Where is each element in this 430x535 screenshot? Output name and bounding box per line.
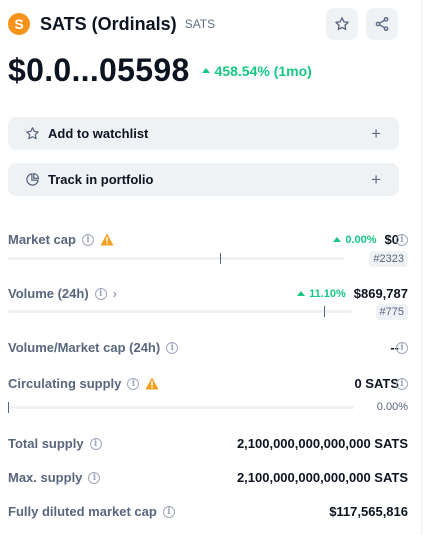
price-row: $0.0...05598 458.54% (1mo) [8, 52, 312, 89]
share-button[interactable] [366, 8, 398, 40]
price-change-value: 458.54% (1mo) [214, 62, 312, 79]
circulating-supply-bar [8, 402, 354, 413]
add-to-watchlist-button[interactable]: Add to watchlist + [8, 117, 399, 150]
info-icon[interactable]: i [396, 234, 408, 246]
vol-mcap-value-text: -- [390, 340, 399, 355]
info-icon[interactable]: i [89, 437, 102, 450]
volume-value-group: 11.10% $869,787 [297, 286, 408, 301]
fdmc-value-text: $117,565,816 [329, 504, 408, 519]
market-cap-label-text: Market cap [8, 232, 76, 247]
volume-change-value: 11.10% [309, 287, 346, 300]
coin-symbol: SATS [184, 17, 216, 31]
volume-rank-bar [8, 306, 352, 317]
max-supply-value-text: 2,100,000,000,000,000 SATS [236, 470, 408, 485]
chevron-right-icon[interactable]: › [112, 286, 118, 301]
track-in-portfolio-label: Track in portfolio [48, 172, 154, 187]
fdmc-label: Fully diluted market cap i [8, 504, 175, 519]
vol-mcap-value: -- [390, 340, 399, 355]
total-supply-value: 2,100,000,000,000,000 SATS [237, 436, 408, 451]
volume-label: Volume (24h) i › [8, 286, 117, 301]
volume-change: 11.10% [297, 288, 346, 300]
market-cap-label: Market cap i [8, 232, 114, 247]
total-supply-label-text: Total supply [8, 436, 84, 451]
max-supply-label-text: Max. supply [8, 470, 83, 485]
info-icon[interactable]: i [396, 342, 408, 354]
header-actions [326, 8, 398, 40]
coin-logo: S [8, 13, 30, 35]
volume-label-text: Volume (24h) [8, 286, 89, 301]
circulating-supply-label-text: Circulating supply [8, 376, 122, 391]
vol-mcap-label: Volume/Market cap (24h) i [8, 340, 179, 355]
plus-icon: + [371, 170, 381, 189]
plus-icon: + [371, 124, 381, 143]
caret-up-icon [297, 291, 306, 296]
circulating-supply-percent: 0.00% [376, 401, 408, 413]
share-icon [375, 17, 389, 31]
market-cap-rank-bar [8, 253, 344, 264]
info-icon[interactable]: i [396, 378, 408, 390]
total-supply-value-text: 2,100,000,000,000,000 SATS [236, 436, 408, 451]
info-icon[interactable]: i [94, 287, 107, 300]
info-icon[interactable]: i [127, 377, 140, 390]
add-to-watchlist-label: Add to watchlist [48, 126, 149, 141]
circulating-supply-value: 0 SATS [354, 376, 399, 391]
vol-mcap-label-text: Volume/Market cap (24h) [8, 340, 161, 355]
info-icon[interactable]: i [88, 471, 101, 484]
fdmc-label-text: Fully diluted market cap [8, 504, 157, 519]
star-icon [24, 126, 40, 142]
coin-price: $0.0...05598 [8, 52, 190, 88]
info-icon[interactable]: i [162, 505, 175, 518]
warning-icon[interactable] [100, 233, 114, 246]
volume-rank: #775 [375, 304, 408, 320]
circulating-supply-label: Circulating supply i [8, 376, 159, 391]
warning-icon[interactable] [145, 377, 159, 390]
circulating-supply-value-text: 0 SATS [354, 376, 399, 391]
volume-rank-marker [324, 306, 325, 317]
coin-name: SATS (Ordinals) [40, 13, 177, 34]
coin-header: S SATS (Ordinals) SATS [8, 8, 400, 40]
market-cap-rank: #2323 [369, 251, 408, 267]
volume-value: $869,787 [353, 286, 408, 301]
market-cap-value: $0 [384, 232, 399, 247]
total-supply-label: Total supply i [8, 436, 102, 451]
market-cap-change-value: 0.00% [345, 233, 377, 246]
track-in-portfolio-button[interactable]: Track in portfolio + [8, 163, 399, 196]
pie-chart-icon [24, 172, 40, 188]
info-icon[interactable]: i [166, 341, 179, 354]
fdmc-value: $117,565,816 [329, 504, 408, 519]
info-icon[interactable]: i [81, 233, 94, 246]
market-cap-change: 0.00% [333, 233, 377, 246]
market-cap-value-group: 0.00% $0 [333, 232, 399, 247]
caret-up-icon [333, 237, 342, 242]
panel-divider [421, 0, 422, 535]
max-supply-value: 2,100,000,000,000,000 SATS [237, 470, 408, 485]
star-icon [335, 17, 349, 31]
caret-up-icon [201, 68, 210, 73]
price-change: 458.54% (1mo) [201, 62, 312, 79]
watchlist-star-button[interactable] [326, 8, 358, 40]
market-cap-rank-marker [220, 253, 221, 264]
circulating-supply-marker [8, 402, 9, 413]
max-supply-label: Max. supply i [8, 470, 101, 485]
